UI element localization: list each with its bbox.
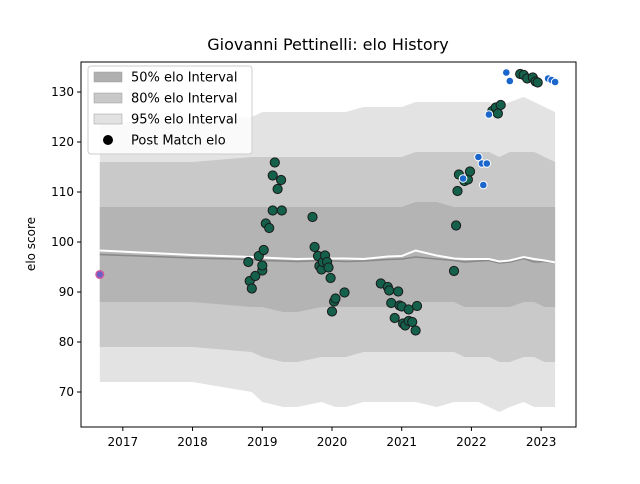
axes: 2017 2018 2019 2020 2021 2022 2023 70 80 90 100 110…	[51, 61, 577, 449]
data-point-blue	[505, 76, 515, 86]
data-point-green	[250, 270, 261, 282]
data-point-green	[339, 287, 350, 298]
data-point-blue	[479, 180, 488, 190]
legend-marker	[103, 135, 113, 145]
legend-label: Post Match elo	[131, 134, 226, 149]
data-point-green	[307, 211, 318, 223]
legend-label: 80% elo Interval	[131, 92, 238, 107]
data-point-green	[246, 283, 257, 294]
y-tick-label: 120	[51, 135, 74, 149]
data-point-green	[309, 241, 320, 253]
data-point-blue	[550, 77, 560, 87]
data-point-green	[393, 286, 404, 297]
y-tick-label: 80	[59, 335, 74, 349]
data-point-blue	[458, 174, 468, 183]
legend: 50% elo Interval 80% elo Interval 95% elo …	[87, 65, 253, 155]
data-point-green	[452, 185, 463, 197]
data-point-green	[330, 293, 341, 304]
data-point-green	[264, 222, 275, 234]
x-tick-label: 2018	[177, 435, 208, 449]
data-point-green	[407, 316, 418, 328]
x-tick-label: 2020	[317, 435, 348, 449]
data-point-green	[326, 306, 338, 317]
chart-title: Giovanni Pettinelli: elo History	[207, 35, 449, 54]
legend-label: 95% elo Interval	[131, 113, 238, 128]
data-point-green	[257, 260, 268, 271]
data-point-initial	[95, 269, 105, 280]
legend-label: 50% elo Interval	[131, 71, 238, 86]
data-point-green	[384, 285, 395, 296]
data-point-blue	[484, 110, 494, 119]
x-tick-label: 2017	[108, 435, 139, 449]
mean-line	[99, 253, 556, 264]
y-tick-label: 100	[51, 235, 74, 249]
data-point-green	[243, 256, 254, 268]
median-line	[99, 249, 556, 264]
data-point-green	[464, 166, 476, 177]
data-point-green	[386, 297, 397, 309]
data-point-green	[258, 244, 269, 256]
x-tick-label: 2019	[247, 435, 278, 449]
data-point-blue	[474, 152, 483, 162]
legend-swatch	[93, 113, 123, 125]
data-point-green	[411, 300, 423, 312]
y-tick-label: 70	[59, 385, 74, 399]
data-point-green	[495, 99, 506, 111]
legend-box	[87, 65, 253, 155]
trend-lines	[99, 249, 556, 264]
data-point-green	[532, 77, 543, 88]
x-tick-label: 2022	[456, 435, 487, 449]
legend-swatch	[93, 71, 123, 83]
legend-swatch	[93, 92, 123, 104]
data-point-green	[448, 265, 460, 277]
y-axis-label: elo score	[24, 217, 38, 271]
data-point-green	[267, 170, 278, 181]
data-point-green	[276, 205, 287, 216]
y-tick-label: 130	[51, 85, 74, 99]
data-point-green	[389, 312, 400, 324]
data-point-blue	[482, 159, 492, 168]
data-point-green	[451, 220, 462, 231]
data-point-green	[325, 272, 336, 284]
data-point-green	[410, 325, 421, 336]
x-tick-label: 2021	[386, 435, 417, 449]
y-tick-label: 90	[59, 285, 74, 299]
data-point-green	[267, 205, 278, 216]
y-tick-label: 110	[51, 185, 74, 199]
data-point-green	[492, 108, 503, 119]
data-point-green	[272, 183, 283, 195]
post-match-points	[95, 68, 560, 336]
x-tick-label: 2023	[526, 435, 557, 449]
data-point-blue	[502, 68, 511, 77]
plot-frame	[80, 61, 577, 428]
data-point-green	[276, 174, 287, 186]
data-point-green	[323, 262, 334, 273]
data-point-green	[269, 157, 280, 168]
